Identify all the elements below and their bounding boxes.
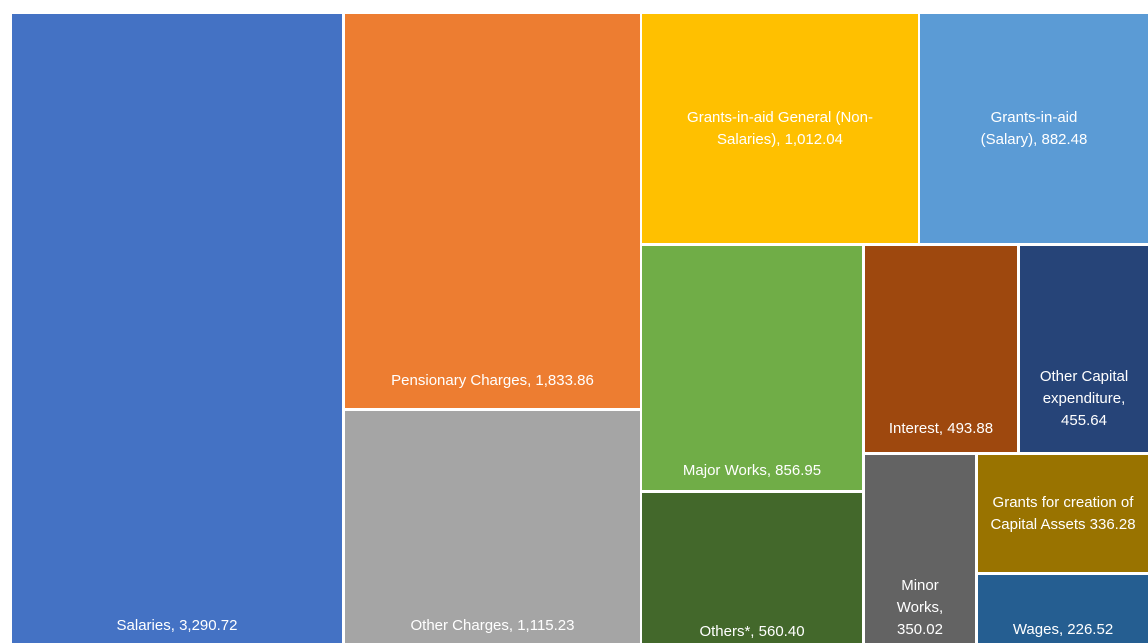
label-text: Minor Works, 350.02: [887, 575, 953, 641]
label-text: Others*, 560.40: [699, 621, 804, 643]
tile: [12, 14, 342, 643]
tile-label: Grants for creation of Capital Assets 33…: [978, 455, 1148, 572]
tile-label: Other Charges, 1,115.23: [345, 411, 640, 643]
category-label: Minor Works,: [896, 577, 944, 616]
tile: [865, 246, 1017, 452]
label-text: Salaries, 3,290.72: [117, 615, 238, 637]
tile-label: Grants-in-aid (Salary), 882.48: [920, 14, 1148, 243]
tile: [920, 14, 1148, 243]
label-box: Wages, 226.52: [978, 575, 1148, 643]
label-box: Major Works, 856.95: [642, 246, 862, 490]
label-box: Others*, 560.40: [642, 493, 862, 643]
label-text: Pensionary Charges, 1,833.86: [391, 370, 594, 392]
tile: [642, 493, 862, 643]
label-box: Other Charges, 1,115.23: [345, 411, 640, 643]
tile: [345, 411, 640, 643]
value-label: 455.64: [1061, 412, 1107, 429]
label-box: Grants-in-aid General (Non-Salaries), 1,…: [642, 14, 918, 243]
label-text: Wages, 226.52: [1013, 619, 1113, 641]
value-label: 493.88: [947, 420, 994, 437]
value-label: 1,012.04: [784, 130, 843, 148]
label-text: Other Charges, 1,115.23: [411, 615, 575, 637]
value-label: 350.02: [897, 621, 943, 638]
category-label: Major Works,: [682, 462, 771, 479]
value-label: 336.28: [1089, 515, 1136, 533]
tile: [865, 455, 975, 643]
tile-label: Grants-in-aid General (Non-Salaries), 1,…: [642, 14, 918, 243]
category-label: Other Charges,: [410, 617, 514, 634]
label-box: Pensionary Charges, 1,833.86: [345, 14, 640, 408]
tile: [1020, 246, 1148, 452]
category-label: Grants-in-aid General (Non-Salaries),: [687, 108, 873, 148]
tile-label: Other Capital expenditure, 455.64: [1020, 246, 1148, 452]
tile-label: Wages, 226.52: [978, 575, 1148, 643]
value-label: 560.40: [758, 623, 805, 640]
label-text: Grants-in-aid (Salary), 882.48: [970, 107, 1098, 151]
category-label: Interest,: [888, 420, 944, 437]
label-text: Grants for creation of Capital Assets 33…: [978, 492, 1148, 536]
label-box: Salaries, 3,290.72: [12, 14, 342, 643]
category-label: Salaries,: [116, 617, 175, 634]
category-label: Other Capital expenditure,: [1039, 368, 1129, 407]
value-label: 1,833.86: [535, 372, 594, 389]
tile: [978, 575, 1148, 643]
category-label: Pensionary Charges,: [391, 372, 532, 389]
tile-label: Interest, 493.88: [865, 246, 1017, 452]
category-label: Wages,: [1012, 621, 1064, 638]
tile: [642, 246, 862, 490]
value-label: 3,290.72: [179, 617, 238, 634]
category-label: Others*,: [699, 623, 755, 640]
value-label: 882.48: [1041, 130, 1088, 148]
label-box: Interest, 493.88: [865, 246, 1017, 452]
tile: [978, 455, 1148, 572]
value-label: 1,115.23: [517, 617, 575, 634]
tile: [345, 14, 640, 408]
label-text: Grants-in-aid General (Non-Salaries), 1,…: [672, 107, 888, 151]
label-box: Other Capital expenditure, 455.64: [1020, 246, 1148, 452]
label-text: Other Capital expenditure, 455.64: [1022, 366, 1146, 432]
tile-label: Minor Works, 350.02: [865, 455, 975, 643]
label-box: Grants-in-aid (Salary), 882.48: [920, 14, 1148, 243]
value-label: 226.52: [1067, 621, 1114, 638]
category-label: Grants-in-aid (Salary),: [980, 108, 1078, 148]
category-label: Grants for creation of Capital Assets: [990, 493, 1134, 533]
tile-label: Major Works, 856.95: [642, 246, 862, 490]
label-text: Interest, 493.88: [889, 418, 993, 440]
label-text: Major Works, 856.95: [683, 460, 821, 482]
value-label: 856.95: [775, 462, 822, 479]
tile-label: Others*, 560.40: [642, 493, 862, 643]
label-box: Minor Works, 350.02: [865, 455, 975, 643]
tile-label: Salaries, 3,290.72: [12, 14, 342, 643]
label-box: Grants for creation of Capital Assets 33…: [978, 455, 1148, 572]
tile: [642, 14, 918, 243]
tile-label: Pensionary Charges, 1,833.86: [345, 14, 640, 408]
